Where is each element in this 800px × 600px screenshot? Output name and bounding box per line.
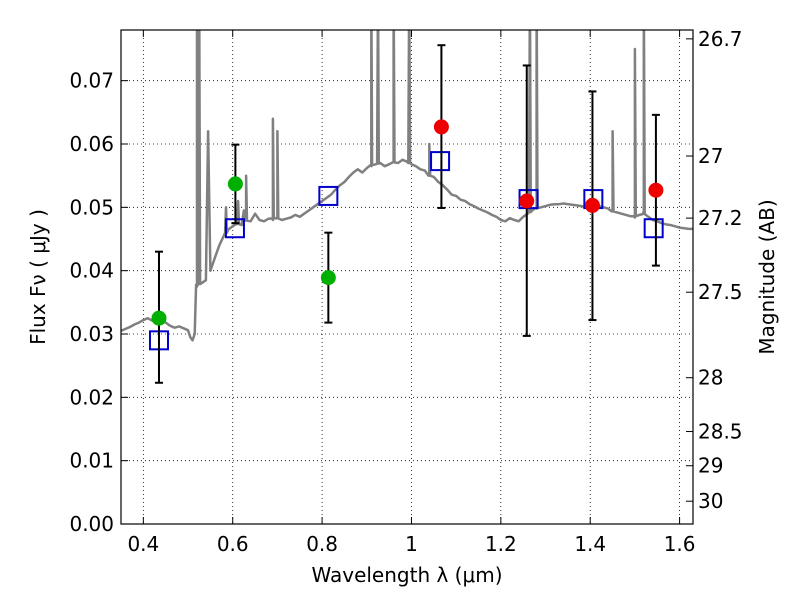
y-axis-label-left: Flux Fν ( μJy ) — [26, 209, 50, 345]
observed-photometry-point — [227, 176, 243, 192]
x-axis-label: Wavelength λ (μm) — [311, 563, 502, 587]
y-axis-label-right: Magnitude (AB) — [755, 199, 779, 354]
observed-photometry-point — [433, 119, 449, 135]
magnitude-tick-label: 29 — [698, 454, 723, 478]
magnitude-tick-label: 27 — [698, 144, 723, 168]
magnitude-tick-label: 28 — [698, 366, 723, 390]
spectrum-line — [121, 30, 693, 342]
plot-border — [120, 29, 694, 525]
model-photometry-square — [430, 151, 451, 172]
y-tick-label: 0.07 — [69, 69, 114, 93]
x-tick-label: 0.4 — [127, 532, 159, 556]
observed-photometry-point — [519, 193, 535, 209]
magnitude-tick-label: 30 — [698, 489, 723, 513]
x-tick-label: 0.8 — [306, 532, 338, 556]
x-tick-label: 0.6 — [217, 532, 249, 556]
magnitude-tick-label: 26.7 — [698, 27, 743, 51]
x-tick-label: 1 — [405, 532, 418, 556]
magnitude-tick-label: 27.5 — [698, 280, 743, 304]
observed-photometry-point — [584, 197, 600, 213]
observed-photometry-point — [320, 270, 336, 286]
axes-frame — [120, 29, 694, 525]
plot-area — [121, 30, 693, 384]
x-tick-label: 1.4 — [574, 532, 606, 556]
y-tick-label: 0.03 — [69, 322, 114, 346]
x-tick-label: 1.2 — [485, 532, 517, 556]
observed-photometry-point — [151, 310, 167, 326]
observed-photometry-point — [648, 182, 664, 198]
x-tick-label: 1.6 — [664, 532, 696, 556]
y-tick-label: 0.06 — [69, 132, 114, 156]
axis-ticks: 0.4 0.6 0.8 1 1.2 1.4 1.6 0.00 0.01 0.02 0.03 0.04 0… — [69, 27, 742, 556]
y-tick-label: 0.01 — [69, 449, 114, 473]
y-tick-label: 0.05 — [69, 195, 114, 219]
magnitude-tick-label: 27.2 — [698, 206, 743, 230]
y-tick-label: 0.02 — [69, 385, 114, 409]
y-tick-label: 0.04 — [69, 259, 114, 283]
model-photometry-square — [318, 185, 339, 206]
y-tick-label: 0.00 — [69, 512, 114, 536]
model-photometry-square — [643, 218, 664, 239]
magnitude-tick-label: 28.5 — [698, 420, 743, 444]
